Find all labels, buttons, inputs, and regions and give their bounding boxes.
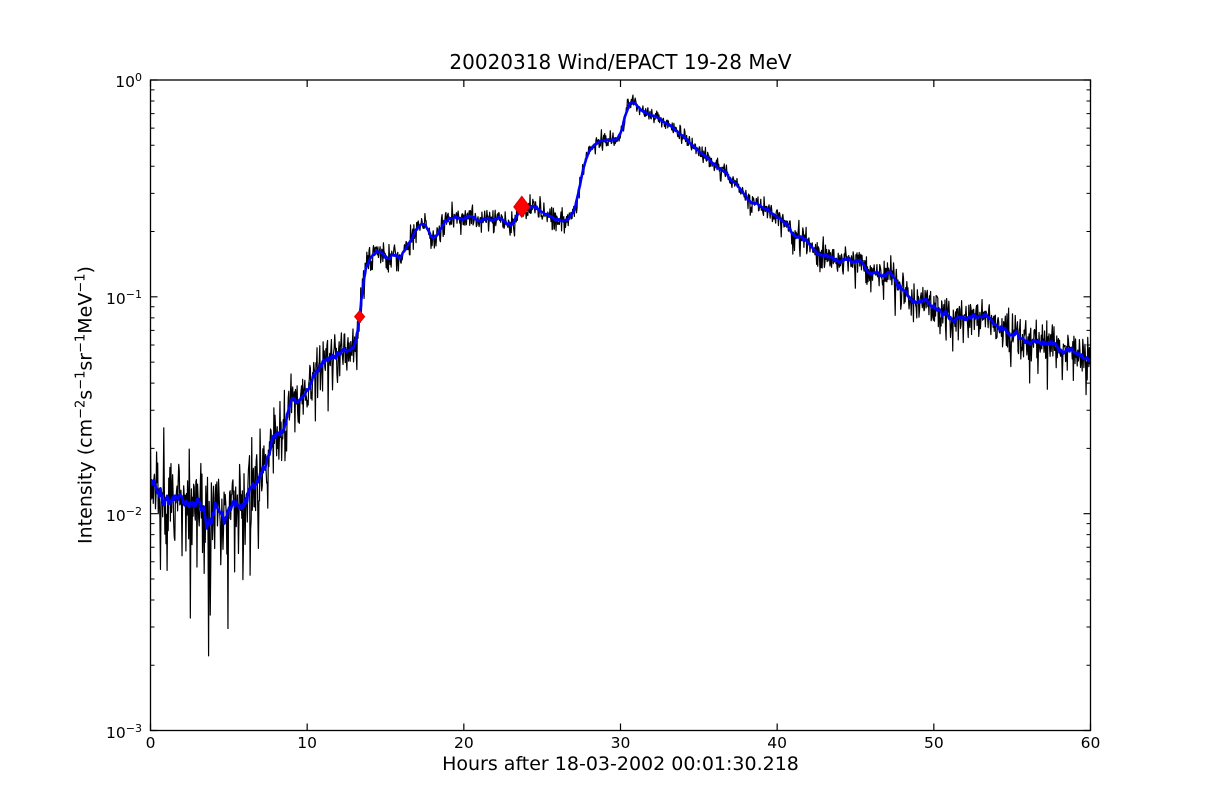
y-tick-label: 10−2 — [106, 504, 142, 525]
y-tick-label: 100 — [115, 71, 142, 92]
chart-title: 20020318 Wind/EPACT 19-28 MeV — [449, 50, 792, 74]
x-tick-label: 0 — [145, 734, 156, 752]
x-axis-label: Hours after 18-03-2002 00:01:30.218 — [442, 753, 799, 775]
y-tick-label: 10−3 — [106, 721, 142, 742]
event-marker-small — [353, 309, 366, 324]
x-tick-label: 60 — [1080, 734, 1101, 752]
y-minor-ticks — [150, 89, 1091, 666]
y-tick-label: 10−1 — [106, 287, 142, 308]
x-tick-label: 30 — [610, 734, 631, 752]
event-marker-large — [513, 195, 531, 219]
x-tick-label: 20 — [453, 734, 474, 752]
noisy-trace — [150, 94, 1091, 657]
plot-frame — [149, 79, 1092, 732]
x-tick-label: 50 — [923, 734, 944, 752]
x-tick-label: 40 — [767, 734, 788, 752]
x-tick-label: 10 — [297, 734, 318, 752]
smoothed-trace — [150, 100, 1091, 530]
